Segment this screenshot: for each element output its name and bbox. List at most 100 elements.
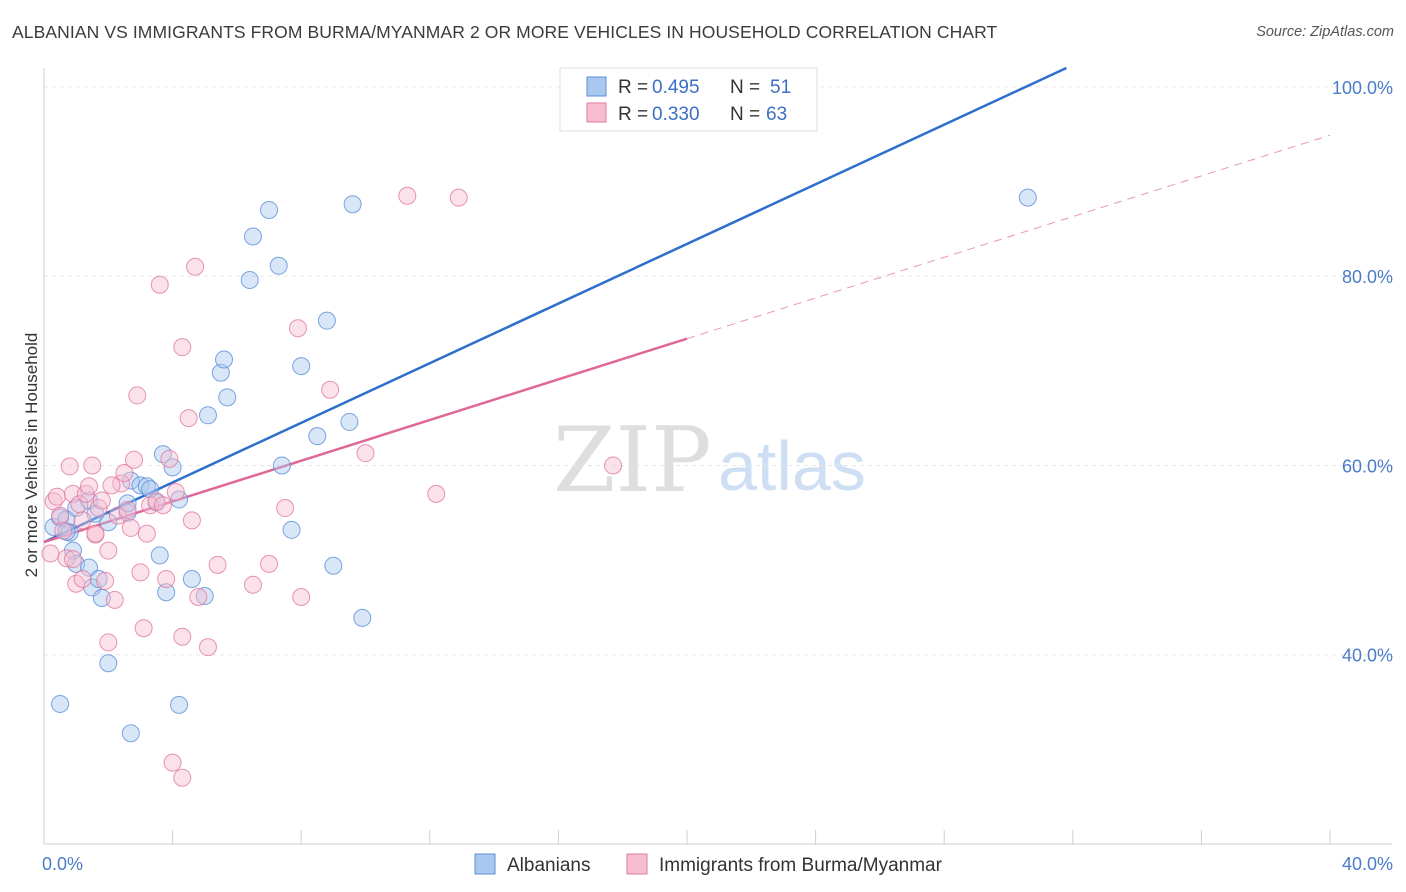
burma-point-30 bbox=[137, 524, 156, 543]
albanian-point-37 bbox=[292, 357, 311, 376]
burma-point-5 bbox=[57, 549, 76, 568]
albanian-point-42 bbox=[353, 608, 372, 627]
albanian-point-28 bbox=[211, 363, 230, 382]
burma-point-0 bbox=[41, 544, 60, 563]
legend-r-value-1: 0.495 bbox=[652, 77, 700, 98]
legend-swatch-pink bbox=[586, 102, 607, 123]
burma-point-58 bbox=[102, 476, 121, 495]
burma-point-21 bbox=[108, 506, 127, 525]
legend-n-label-2: N = bbox=[730, 104, 760, 125]
y-tick-label-3: 100.0% bbox=[1332, 78, 1393, 98]
burma-point-46 bbox=[276, 499, 295, 518]
burma-point-62 bbox=[153, 496, 172, 515]
series-legend-label-albanians: Albanians bbox=[507, 855, 590, 876]
albanian-point-27 bbox=[198, 406, 217, 425]
burma-point-2 bbox=[47, 487, 66, 506]
burma-point-45 bbox=[260, 554, 279, 573]
burma-point-35 bbox=[160, 449, 179, 468]
albanian-point-19 bbox=[137, 477, 156, 496]
burma-point-61 bbox=[86, 524, 105, 543]
y-tick-label-1: 60.0% bbox=[1342, 456, 1393, 476]
albanian-point-36 bbox=[282, 520, 301, 539]
albanian-point-21 bbox=[153, 445, 172, 464]
burma-point-10 bbox=[73, 511, 92, 530]
albanian-point-39 bbox=[317, 311, 336, 330]
burma-point-12 bbox=[80, 477, 99, 496]
x-tick-label-1: 40.0% bbox=[1342, 854, 1393, 874]
series-legend-swatch-burma bbox=[626, 853, 648, 875]
burma-point-52 bbox=[427, 484, 446, 503]
burma-point-53 bbox=[449, 188, 468, 207]
albanian-point-35 bbox=[272, 456, 291, 475]
albanian-point-26 bbox=[195, 587, 214, 606]
burma-point-7 bbox=[63, 484, 82, 503]
albanian-point-18 bbox=[131, 476, 150, 495]
burma-point-23 bbox=[115, 464, 134, 483]
albanian-point-46 bbox=[121, 724, 140, 743]
tick-labels: 40.0% 60.0% 80.0% 100.0% 0.0% 40.0% bbox=[42, 78, 1393, 874]
burma-point-44 bbox=[243, 575, 262, 594]
albanian-point-31 bbox=[240, 270, 259, 289]
burma-point-20 bbox=[105, 590, 124, 609]
burma-point-27 bbox=[128, 386, 147, 405]
y-axis-label: 2 or more Vehicles in Household bbox=[22, 333, 41, 578]
burma-point-47 bbox=[288, 319, 307, 338]
albanian-point-34 bbox=[269, 256, 288, 275]
burma-point-8 bbox=[67, 574, 86, 593]
burma-point-54 bbox=[604, 456, 623, 475]
legend-r-value-2: 0.330 bbox=[652, 104, 700, 125]
source-label: Source: ZipAtlas.com bbox=[1256, 24, 1394, 40]
burma-point-59 bbox=[63, 550, 82, 569]
burma-point-29 bbox=[134, 619, 153, 638]
burma-point-40 bbox=[189, 588, 208, 607]
burma-point-24 bbox=[118, 500, 137, 519]
y-tick-label-2: 80.0% bbox=[1342, 267, 1393, 287]
data-points bbox=[41, 186, 1037, 787]
burma-point-28 bbox=[131, 563, 150, 582]
burma-point-36 bbox=[166, 482, 185, 501]
burma-point-49 bbox=[321, 380, 340, 399]
burma-point-55 bbox=[163, 753, 182, 772]
burma-point-25 bbox=[121, 518, 140, 537]
albanian-point-45 bbox=[51, 694, 70, 713]
albanian-point-14 bbox=[99, 513, 118, 532]
burma-point-6 bbox=[60, 457, 79, 476]
burma-point-37 bbox=[173, 338, 192, 357]
x-tick-label-0: 0.0% bbox=[42, 854, 83, 874]
burma-point-39 bbox=[182, 511, 201, 530]
series-legend: Albanians Immigrants from Burma/Myanmar bbox=[474, 853, 943, 876]
burma-point-57 bbox=[73, 570, 92, 589]
burma-point-48 bbox=[292, 588, 311, 607]
burma-point-41 bbox=[198, 638, 217, 657]
albanian-point-22 bbox=[157, 583, 176, 602]
albanian-trend-line-0 bbox=[43, 66, 1067, 544]
burma-point-33 bbox=[150, 275, 169, 294]
burma-point-60 bbox=[173, 627, 192, 646]
watermark-atlas: atlas bbox=[718, 427, 866, 505]
albanian-point-33 bbox=[260, 200, 279, 219]
albanian-point-30 bbox=[218, 388, 237, 407]
burma-point-18 bbox=[99, 633, 118, 652]
legend-n-value-2: 63 bbox=[766, 104, 787, 125]
albanian-point-38 bbox=[308, 427, 327, 446]
burma-point-13 bbox=[83, 456, 102, 475]
burma-point-56 bbox=[173, 768, 192, 787]
burma-point-26 bbox=[125, 450, 144, 469]
albanian-point-32 bbox=[243, 227, 262, 246]
burma-trend-line-2 bbox=[686, 134, 1331, 340]
albanian-point-29 bbox=[215, 350, 234, 369]
stats-legend: R = 0.495 N = 51 R = 0.330 N = 63 bbox=[559, 67, 818, 132]
albanian-point-11 bbox=[89, 570, 108, 589]
burma-point-16 bbox=[92, 491, 111, 510]
albanian-point-44 bbox=[170, 695, 189, 714]
y-tick-label-0: 40.0% bbox=[1342, 646, 1393, 666]
series-legend-label-burma: Immigrants from Burma/Myanmar bbox=[659, 855, 943, 876]
albanian-point-43 bbox=[340, 412, 359, 431]
burma-point-42 bbox=[208, 555, 227, 574]
watermark-zip: ZIP bbox=[553, 408, 712, 513]
legend-r-label-1: R = bbox=[618, 77, 648, 98]
burma-point-34 bbox=[157, 570, 176, 589]
series-legend-swatch-albanians bbox=[474, 853, 496, 875]
albanian-point-16 bbox=[118, 494, 137, 513]
